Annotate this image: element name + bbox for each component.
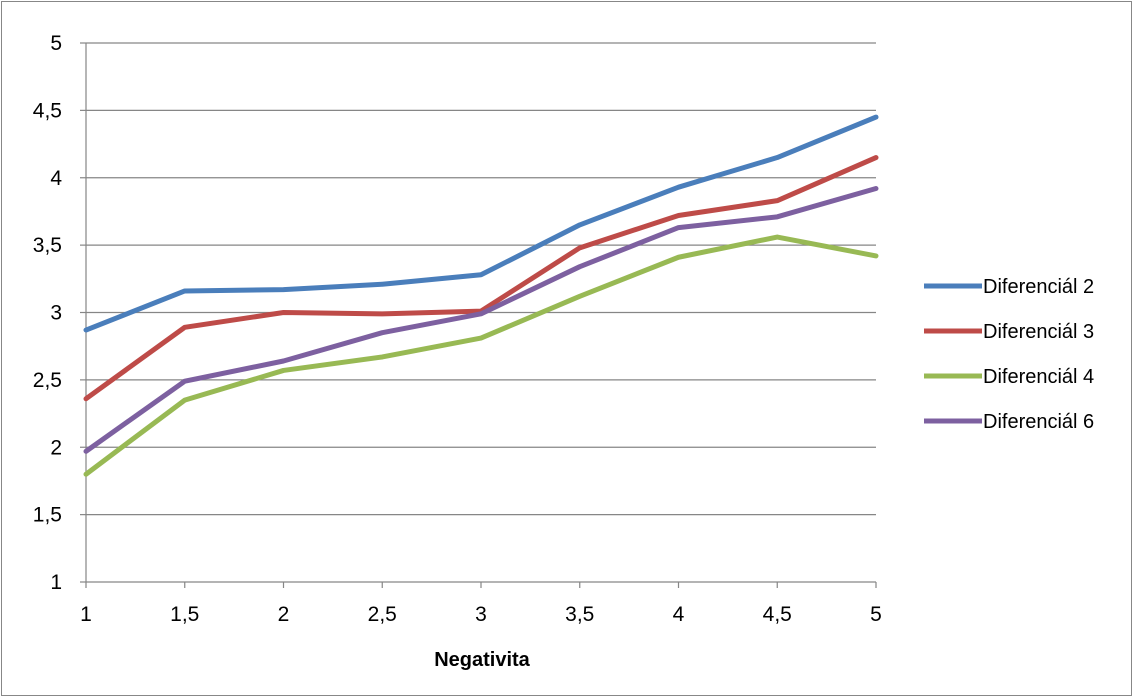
y-tick-label: 3,5 bbox=[33, 234, 62, 257]
axes bbox=[80, 42, 877, 588]
y-tick-label: 2,5 bbox=[33, 369, 62, 392]
x-tick-label: 1,5 bbox=[170, 603, 199, 626]
series-line-2 bbox=[83, 155, 879, 402]
series-lines bbox=[83, 114, 879, 477]
x-tick-label: 1 bbox=[80, 603, 92, 626]
x-tick-label: 3,5 bbox=[565, 603, 594, 626]
gridlines bbox=[86, 42, 876, 516]
legend-label-3: Diferenciál 4 bbox=[983, 366, 1094, 388]
x-tick-label: 4,5 bbox=[763, 603, 792, 626]
x-tick-label: 5 bbox=[870, 603, 882, 626]
legend: Diferenciál 2 Diferenciál 3 Diferenciál 4 D… bbox=[924, 276, 1094, 433]
series-line-4 bbox=[83, 186, 879, 454]
legend-label-2: Diferenciál 3 bbox=[983, 321, 1094, 343]
x-tick-label: 2,5 bbox=[368, 603, 397, 626]
legend-label-4: Diferenciál 6 bbox=[983, 411, 1094, 433]
x-tick-labels: 1 1,5 2 2,5 3 3,5 4 4,5 5 bbox=[80, 603, 882, 626]
x-tick-label: 4 bbox=[673, 603, 685, 626]
y-tick-labels: 1 1,5 2 2,5 3 3,5 4 4,5 5 bbox=[33, 32, 63, 594]
series-line-3 bbox=[83, 234, 879, 477]
y-tick-label: 1 bbox=[50, 571, 62, 594]
legend-label-1: Diferenciál 2 bbox=[983, 276, 1094, 298]
y-tick-label: 1,5 bbox=[33, 504, 62, 527]
series-line-1 bbox=[83, 114, 879, 333]
x-tick-label: 2 bbox=[278, 603, 290, 626]
y-tick-label: 3 bbox=[50, 302, 62, 325]
x-tick-label: 3 bbox=[475, 603, 487, 626]
x-axis-label: Negativita bbox=[434, 649, 530, 671]
y-tick-label: 5 bbox=[50, 32, 62, 55]
y-tick-label: 4 bbox=[50, 167, 62, 190]
y-tick-label: 2 bbox=[50, 436, 62, 459]
y-tick-label: 4,5 bbox=[33, 99, 62, 122]
